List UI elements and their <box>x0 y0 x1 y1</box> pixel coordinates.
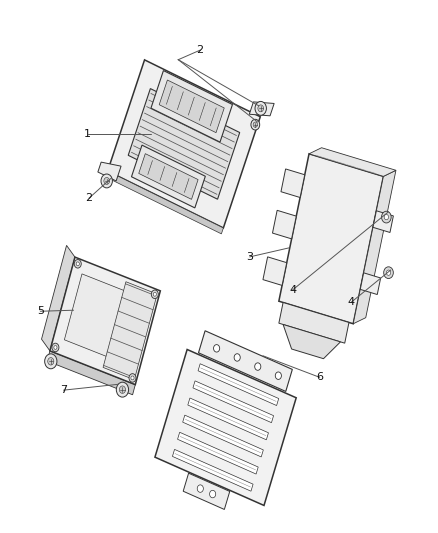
Polygon shape <box>131 145 205 208</box>
Circle shape <box>54 345 57 349</box>
Circle shape <box>234 354 240 361</box>
Text: 5: 5 <box>37 306 44 316</box>
Circle shape <box>209 490 215 498</box>
Circle shape <box>255 101 266 115</box>
Polygon shape <box>177 432 258 474</box>
Polygon shape <box>198 331 292 391</box>
Text: 6: 6 <box>316 373 323 382</box>
Polygon shape <box>128 88 240 199</box>
Circle shape <box>255 363 261 370</box>
Text: 3: 3 <box>246 252 253 262</box>
Circle shape <box>253 122 258 127</box>
Polygon shape <box>151 70 233 142</box>
Circle shape <box>48 358 54 365</box>
Polygon shape <box>50 257 160 385</box>
Polygon shape <box>373 211 393 232</box>
Polygon shape <box>193 381 274 423</box>
Circle shape <box>76 262 79 266</box>
Text: 7: 7 <box>60 385 67 395</box>
Circle shape <box>275 372 281 379</box>
Text: 4: 4 <box>289 285 296 295</box>
Polygon shape <box>360 273 381 295</box>
Text: 2: 2 <box>197 45 204 55</box>
Polygon shape <box>188 398 268 440</box>
Circle shape <box>197 485 203 492</box>
Circle shape <box>386 270 391 276</box>
Circle shape <box>129 374 136 382</box>
Circle shape <box>120 386 126 393</box>
Polygon shape <box>64 274 147 365</box>
Polygon shape <box>139 154 198 199</box>
Circle shape <box>52 343 59 352</box>
Polygon shape <box>198 364 279 406</box>
Circle shape <box>384 267 393 279</box>
Text: 1: 1 <box>84 130 91 139</box>
Polygon shape <box>173 449 253 491</box>
Circle shape <box>45 354 57 369</box>
Polygon shape <box>155 350 296 505</box>
Polygon shape <box>108 60 260 228</box>
Text: 4: 4 <box>348 297 355 307</box>
Polygon shape <box>283 325 340 359</box>
Circle shape <box>258 105 264 112</box>
Circle shape <box>131 376 134 380</box>
Circle shape <box>384 214 389 220</box>
Circle shape <box>101 174 113 188</box>
Circle shape <box>153 293 156 296</box>
Circle shape <box>151 290 158 298</box>
Circle shape <box>74 260 81 268</box>
Polygon shape <box>309 148 396 176</box>
Polygon shape <box>353 170 396 324</box>
Circle shape <box>381 211 391 223</box>
Polygon shape <box>263 257 287 286</box>
Text: 2: 2 <box>85 193 92 203</box>
Polygon shape <box>183 473 230 510</box>
Polygon shape <box>106 171 223 234</box>
Polygon shape <box>42 245 75 351</box>
Polygon shape <box>159 80 224 133</box>
Polygon shape <box>47 351 135 395</box>
Polygon shape <box>272 211 296 239</box>
Circle shape <box>251 119 260 130</box>
Polygon shape <box>98 162 121 181</box>
Polygon shape <box>103 282 157 379</box>
Polygon shape <box>183 415 263 457</box>
Circle shape <box>104 177 110 184</box>
Polygon shape <box>249 102 274 116</box>
Polygon shape <box>281 169 305 198</box>
Circle shape <box>214 345 220 352</box>
Polygon shape <box>279 154 383 324</box>
Polygon shape <box>279 303 349 343</box>
Circle shape <box>117 382 129 397</box>
